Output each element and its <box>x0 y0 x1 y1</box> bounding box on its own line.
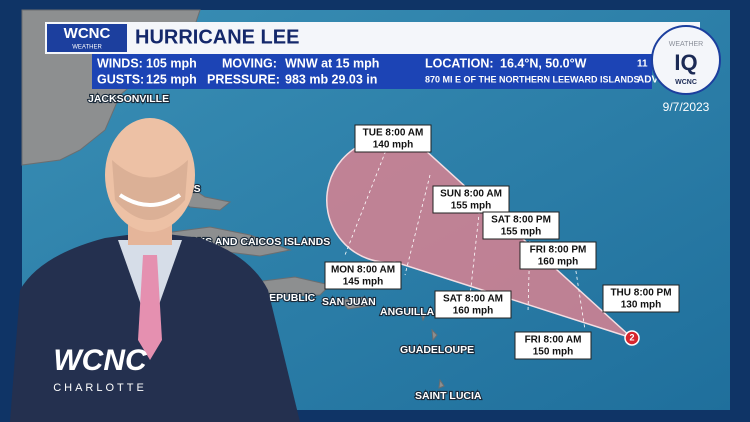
stat-label: MOVING: <box>222 56 277 70</box>
forecast-wind: 140 mph <box>373 140 414 151</box>
stat-value: 125 mph <box>146 72 197 86</box>
stat-value: 983 mb 29.03 in <box>285 72 377 86</box>
forecast-box <box>434 290 512 319</box>
map-label: GUADELOUPE <box>400 344 474 356</box>
forecast-box <box>602 284 680 313</box>
header-logo: WCNC <box>64 25 111 42</box>
forecast-box <box>514 331 592 360</box>
forecast-wind: 155 mph <box>451 201 492 212</box>
forecast-wind: 130 mph <box>621 300 662 311</box>
badge-main: IQ <box>674 50 697 75</box>
forecast-box <box>519 241 597 270</box>
forecast-wind: 150 mph <box>533 347 574 358</box>
stat-value: 16.4°N, 50.0°W <box>500 56 587 70</box>
stat-label: WINDS: <box>97 56 143 70</box>
badge-top: WEATHER <box>669 41 703 48</box>
forecast-time: TUE 8:00 AM <box>363 128 424 139</box>
header-logo-sub: WEATHER <box>72 45 102 51</box>
forecast-wind: 155 mph <box>501 227 542 238</box>
stat-label: GUSTS: <box>97 72 144 86</box>
station-logo: WCNC <box>53 344 148 377</box>
forecast-time: THU 8:00 PM <box>610 288 671 299</box>
forecast-box <box>432 185 510 214</box>
forecast-box <box>354 124 432 153</box>
title-bar <box>45 22 700 54</box>
stat-value: 105 mph <box>146 56 197 70</box>
map-label: JACKSONVILLE <box>88 93 169 105</box>
date: 9/7/2023 <box>663 100 710 114</box>
stats-bar <box>92 54 652 89</box>
map-label: ANGUILLA <box>380 306 435 318</box>
stat-value: WNW at 15 mph <box>285 56 379 70</box>
advisory-label: ADV <box>637 75 658 86</box>
forecast-wind: 145 mph <box>343 277 384 288</box>
forecast-time: SUN 8:00 AM <box>440 189 502 200</box>
stat-distance: 870 MI E OF THE NORTHERN LEEWARD ISLANDS <box>425 74 640 84</box>
forecast-time: SAT 8:00 AM <box>443 294 503 305</box>
forecast-time: FRI 8:00 AM <box>525 335 582 346</box>
forecast-time: FRI 8:00 PM <box>530 245 587 256</box>
storm-marker: 2 <box>629 332 634 342</box>
badge-logo: WCNC <box>675 79 697 86</box>
header-logo-box <box>47 24 127 52</box>
presenter <box>10 118 300 422</box>
station-city: CHARLOTTE <box>53 382 147 394</box>
map-label: SAN JUAN <box>322 296 376 308</box>
forecast-box <box>324 261 402 290</box>
forecast-time: MON 8:00 AM <box>331 265 395 276</box>
stat-label: PRESSURE: <box>207 72 280 86</box>
forecast-time: SAT 8:00 PM <box>491 215 551 226</box>
title: HURRICANE LEE <box>135 26 299 48</box>
advisory-number: 11 <box>637 59 648 70</box>
map-label: SAINT LUCIA <box>415 390 482 402</box>
forecast-wind: 160 mph <box>453 306 494 317</box>
forecast-box <box>482 211 560 240</box>
weather-iq-badge <box>651 25 721 95</box>
forecast-wind: 160 mph <box>538 257 579 268</box>
stat-label: LOCATION: <box>425 56 494 70</box>
